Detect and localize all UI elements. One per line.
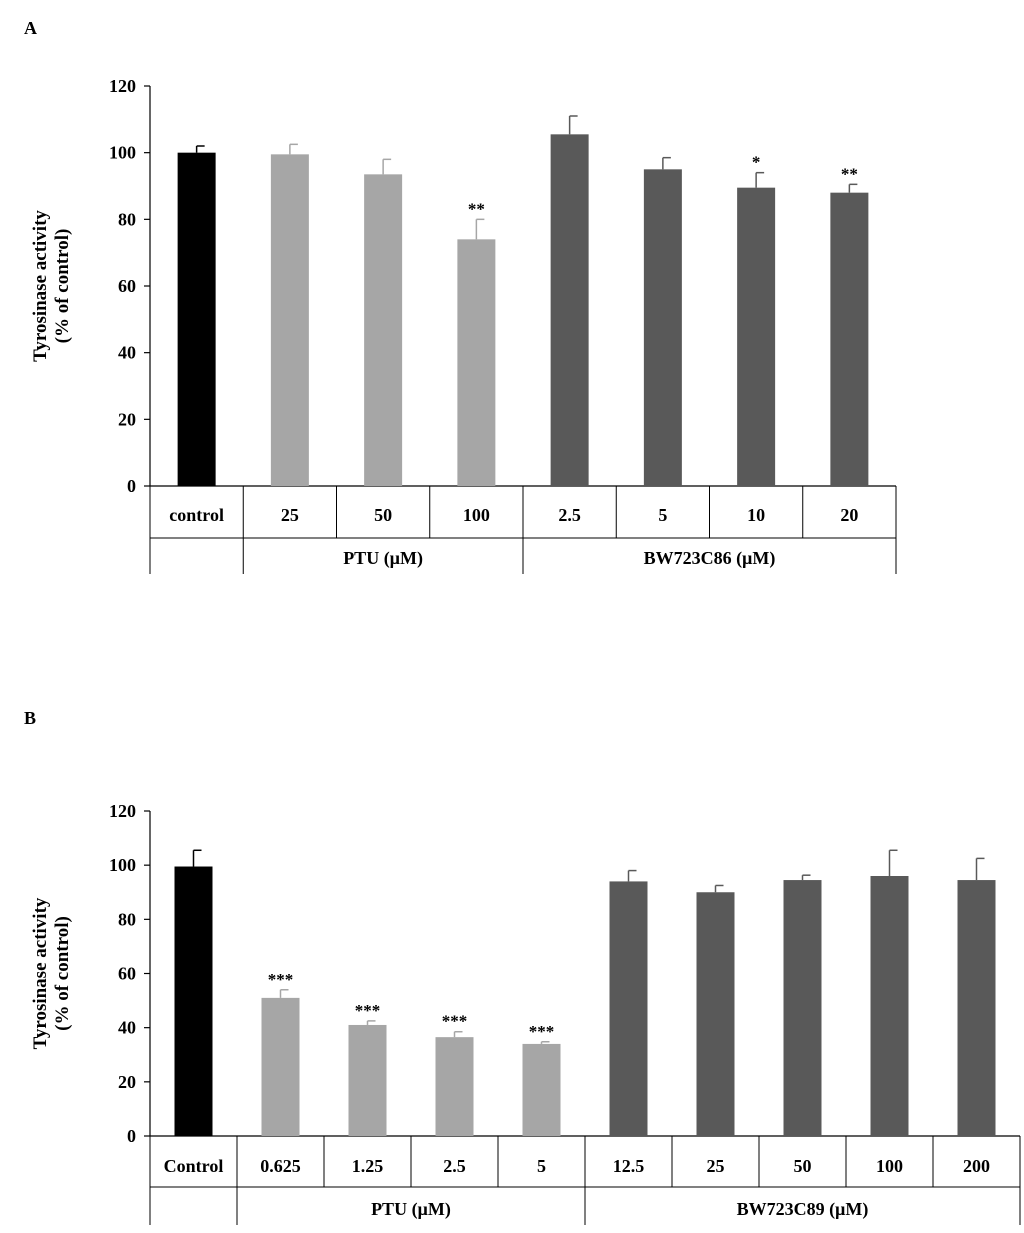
y-axis-title-line2: (% of control) — [52, 229, 73, 344]
significance-mark: * — [752, 153, 761, 172]
chart-panel-b: 0 20 40 60 80 100 120 Tyrosinase activity (% of … — [30, 801, 1021, 1225]
bar — [696, 892, 735, 1136]
bar — [957, 880, 996, 1136]
panel-b-label: B — [24, 708, 37, 728]
significance-mark: *** — [355, 1001, 381, 1020]
category-label: 100 — [463, 505, 490, 525]
bar — [830, 192, 869, 486]
category-label: 50 — [374, 505, 392, 525]
significance-mark: *** — [442, 1012, 468, 1031]
group-label: BW723C86 (µM) — [644, 548, 776, 569]
bar — [270, 154, 309, 487]
panel-a-label: A — [24, 18, 37, 38]
category-label: 10 — [747, 505, 765, 525]
bar — [522, 1043, 561, 1136]
bar — [550, 134, 589, 487]
y-tick-label: 100 — [109, 143, 136, 163]
significance-mark: ** — [468, 199, 485, 218]
category-label: 25 — [281, 505, 299, 525]
y-tick-label: 120 — [109, 76, 136, 96]
y-tick-label: 120 — [109, 801, 136, 821]
bar — [174, 866, 213, 1136]
category-label: 5 — [658, 505, 667, 525]
category-label: 12.5 — [613, 1156, 645, 1176]
bar — [261, 997, 300, 1136]
category-label: 0.625 — [260, 1156, 301, 1176]
y-axis-title-line2: (% of control) — [52, 916, 73, 1031]
category-label: 2.5 — [443, 1156, 466, 1176]
bar — [435, 1037, 474, 1136]
bar — [870, 876, 909, 1136]
y-tick-label: 0 — [127, 476, 136, 496]
y-tick-label: 0 — [127, 1126, 136, 1146]
group-label: BW723C89 (µM) — [737, 1199, 869, 1220]
category-label: 5 — [537, 1156, 546, 1176]
category-label: 100 — [876, 1156, 903, 1176]
bar — [177, 152, 216, 486]
y-tick-label: 40 — [118, 1018, 136, 1038]
category-label: 50 — [794, 1156, 812, 1176]
group-label: PTU (µM) — [343, 548, 423, 569]
category-label: control — [169, 505, 224, 525]
significance-mark: ** — [841, 164, 858, 183]
y-tick-label: 100 — [109, 855, 136, 875]
y-tick-label: 60 — [118, 276, 136, 296]
bar — [364, 174, 403, 487]
y-tick-label: 80 — [118, 209, 136, 229]
bar — [457, 239, 496, 486]
category-label: 25 — [707, 1156, 725, 1176]
significance-mark: *** — [268, 970, 294, 989]
category-label: Control — [164, 1156, 224, 1176]
y-tick-label: 40 — [118, 343, 136, 363]
bar — [737, 187, 776, 486]
category-label: 1.25 — [352, 1156, 384, 1176]
y-tick-label: 20 — [118, 1072, 136, 1092]
y-tick-label: 80 — [118, 909, 136, 929]
bar — [348, 1024, 387, 1136]
bar — [783, 880, 822, 1136]
significance-mark: *** — [529, 1022, 555, 1041]
y-tick-label: 20 — [118, 409, 136, 429]
y-tick-label: 60 — [118, 964, 136, 984]
chart-panel-a: 0 20 40 60 80 100 120 Tyrosinase activity (% of … — [30, 76, 897, 574]
group-label: PTU (µM) — [371, 1199, 451, 1220]
category-label: 20 — [840, 505, 858, 525]
bar — [609, 881, 648, 1136]
category-label: 2.5 — [558, 505, 581, 525]
y-axis-title-line1: Tyrosinase activity — [30, 210, 51, 362]
category-label: 200 — [963, 1156, 990, 1176]
bar — [643, 169, 682, 487]
y-axis-title-line1: Tyrosinase activity — [30, 897, 51, 1049]
